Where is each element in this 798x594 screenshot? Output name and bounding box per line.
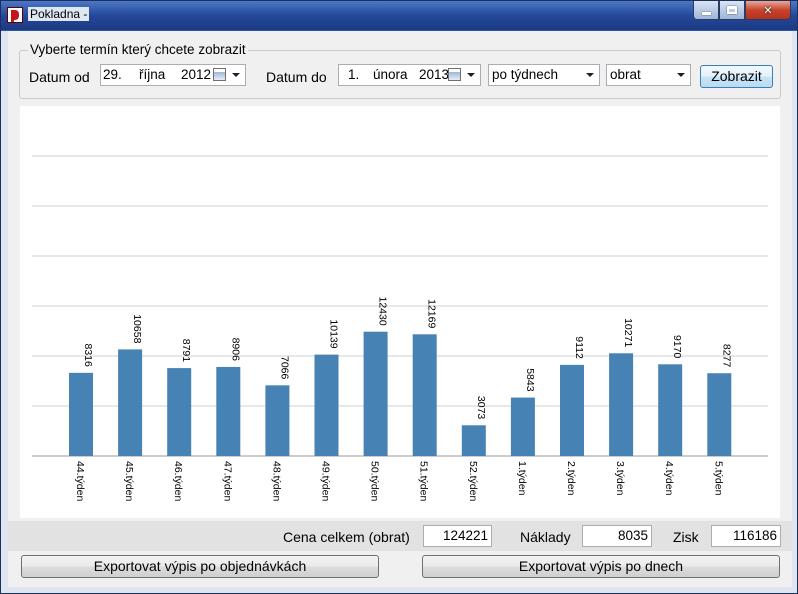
data-label: 7066 [278,356,290,380]
show-button[interactable]: Zobrazit [700,65,773,88]
data-label: 10271 [622,318,634,347]
total-value-field[interactable]: 124221 [423,525,492,547]
bar[interactable] [363,331,388,456]
date-from-label: Datum od [29,69,90,85]
date-to-label: Datum do [266,69,327,85]
bar[interactable] [314,354,339,456]
category-label: 49.týden [320,461,332,501]
chevron-down-icon[interactable] [586,73,594,77]
close-button[interactable]: ✕ [745,1,791,20]
category-label: 44.týden [74,461,86,501]
category-label: 48.týden [270,461,282,501]
maximize-button[interactable] [719,1,745,20]
app-logo-icon [7,7,23,23]
data-label: 10139 [328,319,340,348]
metric-select[interactable]: obrat [606,64,691,86]
category-label: 45.týden [123,461,135,501]
data-label: 12169 [426,299,438,328]
bar[interactable] [118,349,143,456]
export-days-button[interactable]: Exportovat výpis po dnech [422,555,780,578]
metric-value: obrat [610,67,641,82]
data-label: 8277 [720,344,732,368]
bar[interactable] [461,425,486,456]
date-from-day[interactable]: 29. [103,67,122,82]
data-label: 9112 [573,336,585,359]
client-area: Vyberte termín který chcete zobrazit Dat… [8,31,792,587]
category-label: 3.týden [614,461,626,496]
date-to-picker[interactable]: 1. února 2013 [338,64,481,86]
window-title: Pokladna - [28,7,90,21]
total-label: Cena celkem (obrat) [283,529,410,545]
chevron-down-icon[interactable] [467,73,475,77]
category-label: 5.týden [712,461,724,496]
bar[interactable] [560,364,584,456]
bar[interactable] [265,385,290,456]
category-label: 4.týden [663,461,675,496]
bar[interactable] [167,368,192,456]
category-label: 50.týden [369,461,381,501]
data-label: 12430 [377,296,389,325]
bar[interactable] [658,364,683,456]
chevron-down-icon[interactable] [677,73,685,77]
date-to-year[interactable]: 2013 [419,67,450,82]
data-label: 9170 [671,335,683,359]
category-label: 52.týden [467,461,479,501]
chevron-down-icon[interactable] [232,73,240,77]
category-label: 2.týden [565,461,577,496]
data-label: 10658 [131,314,143,343]
profit-value-field[interactable]: 116186 [711,525,781,547]
bar[interactable] [609,353,634,456]
bar[interactable] [216,366,241,456]
date-range-group-title: Vyberte termín který chcete zobrazit [28,42,248,57]
costs-value-field[interactable]: 8035 [582,525,652,547]
date-range-groupbox [19,50,781,99]
bar[interactable] [510,397,535,456]
category-label: 1.týden [516,461,528,496]
profit-label: Zisk [673,529,699,545]
bar-chart: 8316 44.týden 10658 45.týden 8791 46.týden 890… [32,155,768,501]
date-to-month[interactable]: února [373,67,408,82]
calendar-icon[interactable] [448,68,461,81]
grouping-select[interactable]: po týdnech [488,64,600,86]
category-label: 51.týden [418,461,430,501]
data-label: 8906 [229,338,241,362]
minimize-icon [701,11,711,15]
bar[interactable] [69,372,93,456]
costs-label: Náklady [520,529,571,545]
date-to-day[interactable]: 1. [348,67,360,82]
data-label: 3073 [475,396,487,420]
date-from-month[interactable]: října [139,67,166,82]
category-label: 47.týden [221,461,233,501]
bar[interactable] [412,334,437,456]
export-orders-button[interactable]: Exportovat výpis po objednávkách [21,555,379,578]
close-icon: ✕ [763,3,773,17]
category-label: 46.týden [172,461,184,501]
minimize-button[interactable] [693,1,719,20]
date-from-picker[interactable]: 29. října 2012 [100,64,246,86]
grouping-value: po týdnech [492,67,559,82]
bar[interactable] [707,373,732,456]
title-bar[interactable]: Pokladna - ✕ [1,1,797,30]
data-label: 8791 [180,339,192,363]
calendar-icon[interactable] [213,68,226,81]
data-label: 8316 [82,343,94,367]
data-label: 5843 [524,368,536,392]
date-from-year[interactable]: 2012 [181,67,212,82]
chart-panel: 8316 44.týden 10658 45.týden 8791 46.týden 890… [20,106,780,518]
summary-strip [8,521,792,551]
maximize-icon [727,6,737,14]
